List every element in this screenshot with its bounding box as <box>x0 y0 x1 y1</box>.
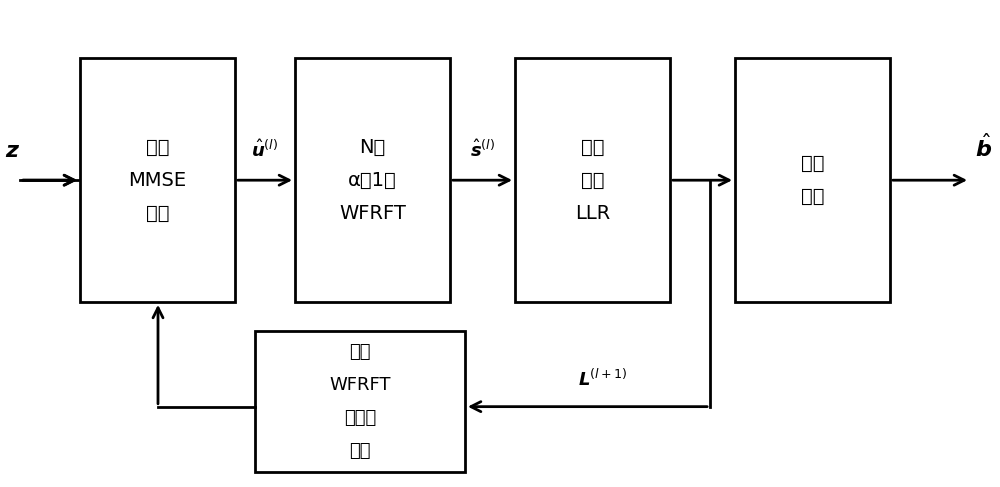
Text: LLR: LLR <box>575 204 610 223</box>
Bar <box>295 58 450 302</box>
Text: $\hat{\boldsymbol{s}}^{(l)}$: $\hat{\boldsymbol{s}}^{(l)}$ <box>470 139 495 161</box>
Text: $\boldsymbol{z}$: $\boldsymbol{z}$ <box>5 141 21 161</box>
Text: 更新: 更新 <box>581 137 604 157</box>
Text: 估计: 估计 <box>146 204 169 223</box>
Text: α－1阶: α－1阶 <box>348 170 397 190</box>
Text: 域先验: 域先验 <box>344 410 376 427</box>
Text: 更新: 更新 <box>349 343 371 361</box>
Text: MMSE: MMSE <box>128 170 187 190</box>
Text: 后验: 后验 <box>581 170 604 190</box>
Text: WFRFT: WFRFT <box>339 204 406 223</box>
Text: $\boldsymbol{L}^{(l+1)}$: $\boldsymbol{L}^{(l+1)}$ <box>578 368 627 390</box>
Text: $\hat{\boldsymbol{u}}^{(l)}$: $\hat{\boldsymbol{u}}^{(l)}$ <box>251 139 279 161</box>
Text: 比特: 比特 <box>801 154 824 173</box>
Bar <box>735 58 890 302</box>
Bar <box>255 331 465 472</box>
Text: 线性: 线性 <box>146 137 169 157</box>
Text: 信息: 信息 <box>349 443 371 460</box>
Text: $\hat{\boldsymbol{b}}$: $\hat{\boldsymbol{b}}$ <box>975 133 992 161</box>
Text: N点: N点 <box>359 137 386 157</box>
Bar <box>515 58 670 302</box>
Text: 判决: 判决 <box>801 187 824 206</box>
Text: WFRFT: WFRFT <box>329 376 391 394</box>
Bar <box>80 58 235 302</box>
